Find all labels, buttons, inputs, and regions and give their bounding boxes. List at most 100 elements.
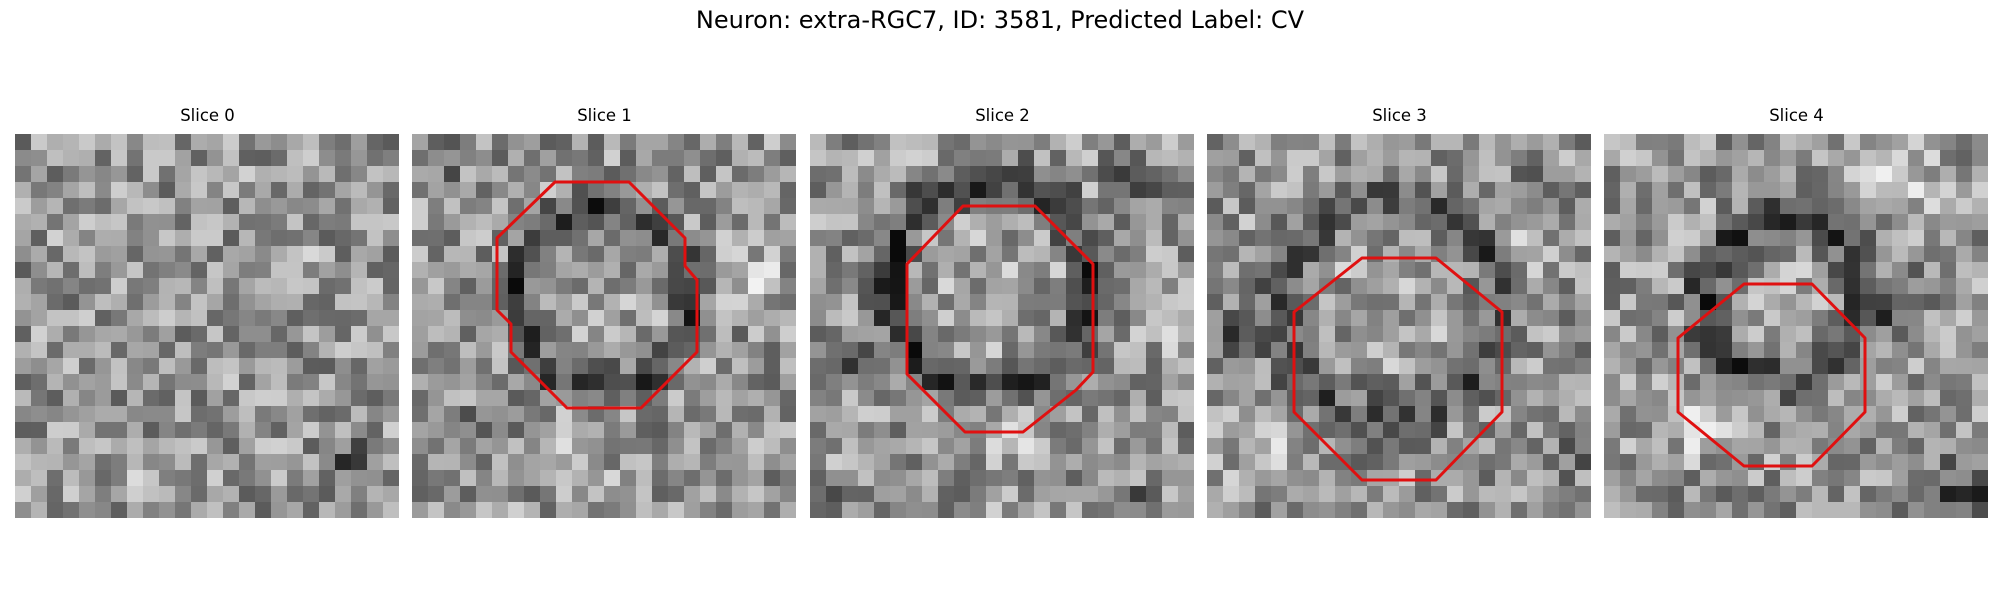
image-pixel: [732, 422, 748, 438]
image-pixel: [15, 294, 31, 310]
image-pixel: [922, 262, 938, 278]
image-pixel: [1034, 470, 1050, 486]
image-pixel: [1636, 454, 1652, 470]
image-pixel: [476, 230, 492, 246]
image-pixel: [764, 182, 780, 198]
image-pixel: [367, 406, 383, 422]
image-pixel: [874, 406, 890, 422]
image-pixel: [460, 134, 476, 150]
image-pixel: [732, 278, 748, 294]
image-pixel: [1002, 390, 1018, 406]
image-pixel: [1956, 230, 1972, 246]
image-pixel: [1876, 150, 1892, 166]
image-pixel: [1860, 262, 1876, 278]
image-pixel: [1972, 374, 1988, 390]
image-pixel: [383, 454, 399, 470]
image-pixel: [127, 198, 143, 214]
image-pixel: [668, 326, 684, 342]
image-pixel: [1828, 374, 1844, 390]
image-pixel: [1527, 342, 1543, 358]
image-pixel: [223, 486, 239, 502]
image-pixel: [1908, 502, 1924, 518]
image-pixel: [95, 470, 111, 486]
image-pixel: [1287, 454, 1303, 470]
image-pixel: [111, 374, 127, 390]
image-pixel: [1415, 230, 1431, 246]
image-pixel: [1780, 278, 1796, 294]
image-pixel: [1447, 182, 1463, 198]
image-pixel: [668, 310, 684, 326]
image-pixel: [652, 390, 668, 406]
image-pixel: [556, 342, 572, 358]
image-pixel: [1479, 246, 1495, 262]
image-pixel: [191, 150, 207, 166]
image-pixel: [351, 390, 367, 406]
image-pixel: [255, 470, 271, 486]
image-pixel: [127, 422, 143, 438]
image-pixel: [335, 198, 351, 214]
image-pixel: [1575, 262, 1591, 278]
image-pixel: [351, 198, 367, 214]
image-pixel: [1162, 246, 1178, 262]
image-pixel: [335, 342, 351, 358]
image-pixel: [444, 342, 460, 358]
image-pixel: [1351, 390, 1367, 406]
image-pixel: [842, 278, 858, 294]
image-pixel: [716, 230, 732, 246]
image-pixel: [556, 278, 572, 294]
image-pixel: [1636, 390, 1652, 406]
image-pixel: [428, 166, 444, 182]
image-pixel: [1271, 326, 1287, 342]
image-pixel: [1908, 182, 1924, 198]
image-pixel: [1383, 342, 1399, 358]
image-pixel: [652, 358, 668, 374]
image-pixel: [1575, 470, 1591, 486]
image-pixel: [1620, 214, 1636, 230]
image-pixel: [1972, 134, 1988, 150]
image-pixel: [1956, 342, 1972, 358]
image-pixel: [1495, 166, 1511, 182]
image-pixel: [1146, 406, 1162, 422]
image-pixel: [287, 470, 303, 486]
image-pixel: [1876, 342, 1892, 358]
image-pixel: [428, 278, 444, 294]
image-pixel: [1575, 390, 1591, 406]
image-pixel: [604, 358, 620, 374]
image-pixel: [556, 438, 572, 454]
image-pixel: [1287, 294, 1303, 310]
image-pixel: [1812, 150, 1828, 166]
image-pixel: [1271, 374, 1287, 390]
image-pixel: [986, 326, 1002, 342]
image-pixel: [1098, 246, 1114, 262]
image-pixel: [858, 214, 874, 230]
image-pixel: [652, 182, 668, 198]
image-pixel: [1575, 358, 1591, 374]
image-pixel: [1367, 470, 1383, 486]
image-pixel: [1335, 406, 1351, 422]
image-pixel: [1399, 262, 1415, 278]
image-pixel: [1207, 150, 1223, 166]
image-pixel: [826, 326, 842, 342]
image-pixel: [572, 326, 588, 342]
image-pixel: [1367, 262, 1383, 278]
image-pixel: [1479, 310, 1495, 326]
image-pixel: [1780, 182, 1796, 198]
image-pixel: [732, 342, 748, 358]
image-pixel: [1255, 454, 1271, 470]
image-pixel: [922, 198, 938, 214]
image-pixel: [1223, 230, 1239, 246]
image-pixel: [1146, 134, 1162, 150]
image-pixel: [1892, 134, 1908, 150]
image-pixel: [780, 374, 796, 390]
image-pixel: [303, 310, 319, 326]
image-pixel: [287, 326, 303, 342]
image-pixel: [716, 166, 732, 182]
image-pixel: [764, 150, 780, 166]
image-pixel: [508, 438, 524, 454]
image-pixel: [303, 134, 319, 150]
image-pixel: [1527, 134, 1543, 150]
image-pixel: [890, 278, 906, 294]
image-pixel: [1351, 406, 1367, 422]
image-pixel: [572, 214, 588, 230]
image-pixel: [271, 470, 287, 486]
